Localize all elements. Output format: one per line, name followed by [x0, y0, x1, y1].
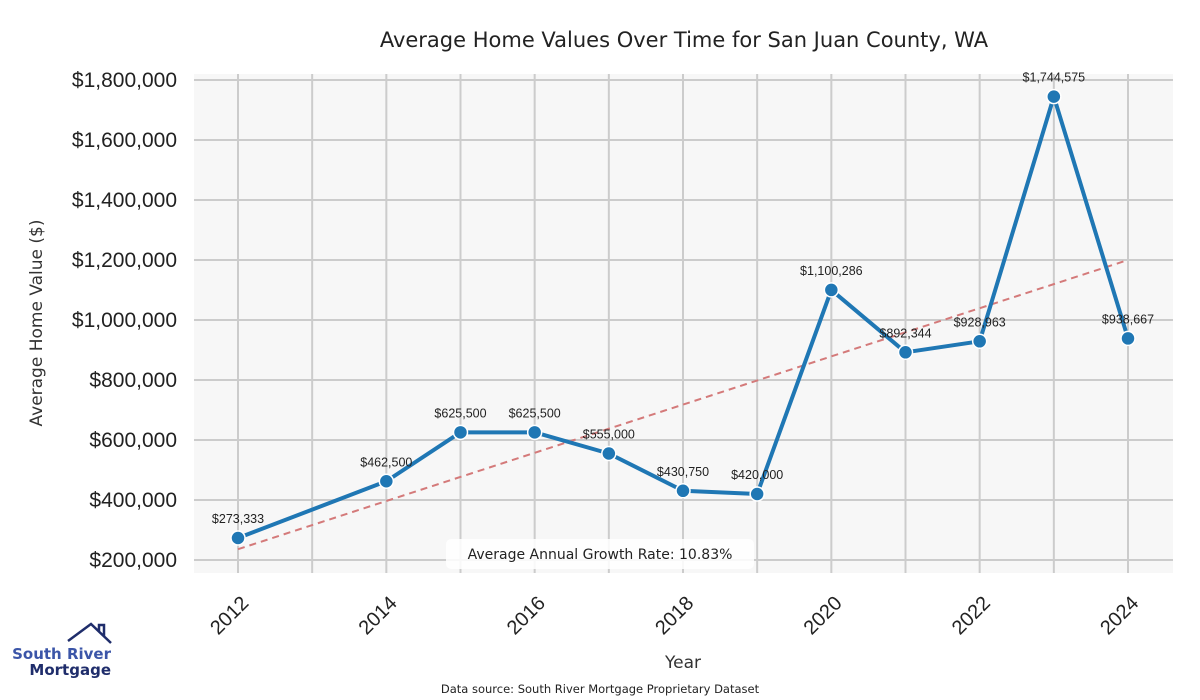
data-point: [378, 473, 395, 489]
data-point: [601, 445, 617, 462]
y-tick-label: $800,000: [89, 369, 177, 392]
data-point: [675, 483, 691, 499]
data-point: [1120, 330, 1136, 347]
x-tick-label: 2016: [503, 592, 550, 639]
data-label: $430,750: [657, 465, 709, 479]
data-point: [230, 530, 246, 546]
data-label: $892,344: [879, 326, 931, 340]
y-tick-label: $1,200,000: [72, 249, 177, 272]
x-tick-labels: 2012 2014 2016 2018 2020 2022 2024: [206, 592, 1143, 639]
data-label: $420,000: [731, 468, 783, 482]
chart-title: Average Home Values Over Time for San Ju…: [380, 28, 989, 52]
data-source-note: Data source: South River Mortgage Propri…: [441, 682, 760, 696]
y-tick-label: $1,800,000: [72, 69, 177, 92]
x-tick-label: 2012: [206, 592, 253, 639]
y-axis-label: Average Home Value ($): [27, 220, 47, 427]
data-point: [1046, 88, 1062, 105]
data-point: [897, 344, 914, 361]
growth-annotation: Average Annual Growth Rate: 10.83%: [446, 539, 754, 569]
data-label: $928,963: [954, 315, 1006, 329]
y-tick-label: $400,000: [89, 489, 177, 512]
data-point: [526, 424, 543, 441]
data-label: $938,667: [1102, 312, 1154, 326]
series-line: [237, 94, 1130, 540]
data-point: [823, 282, 840, 298]
x-axis-label: Year: [664, 653, 701, 673]
x-tick-label: 2024: [1096, 592, 1143, 639]
x-tick-label: 2014: [355, 592, 402, 639]
data-label: $1,100,286: [800, 264, 863, 278]
data-points: [230, 88, 1136, 546]
x-tick-label: 2018: [651, 592, 698, 639]
growth-annotation-box: [446, 539, 754, 569]
data-label: $555,000: [583, 428, 635, 442]
data-point: [452, 424, 469, 441]
data-label: $625,500: [434, 406, 486, 420]
data-label: $273,333: [212, 512, 264, 526]
y-tick-label: $600,000: [89, 429, 177, 452]
company-logo: South River Mortgage: [12, 622, 112, 679]
logo-text-line1: South River: [12, 645, 112, 663]
y-tick-label: $200,000: [89, 549, 177, 572]
data-labels: $273,333 $462,500 $625,500 $625,500 $555,000…: [212, 71, 1154, 526]
y-tick-label: $1,600,000: [72, 129, 177, 152]
data-point: [749, 486, 765, 502]
y-tick-labels: $200,000 $400,000 $600,000 $800,000 $1,000,0…: [72, 69, 177, 572]
logo-text-line2: Mortgage: [29, 661, 111, 679]
data-point: [971, 333, 988, 350]
y-tick-label: $1,000,000: [72, 309, 177, 332]
data-label: $462,500: [360, 455, 412, 469]
house-roof-icon: [67, 622, 112, 644]
gridlines: [194, 74, 1173, 573]
data-label: $1,744,575: [1023, 71, 1086, 85]
data-label: $625,500: [509, 406, 561, 420]
growth-annotation-text: Average Annual Growth Rate: 10.83%: [468, 547, 733, 563]
y-tick-label: $1,400,000: [72, 189, 177, 212]
x-tick-label: 2022: [948, 592, 995, 639]
x-tick-label: 2020: [800, 592, 847, 639]
